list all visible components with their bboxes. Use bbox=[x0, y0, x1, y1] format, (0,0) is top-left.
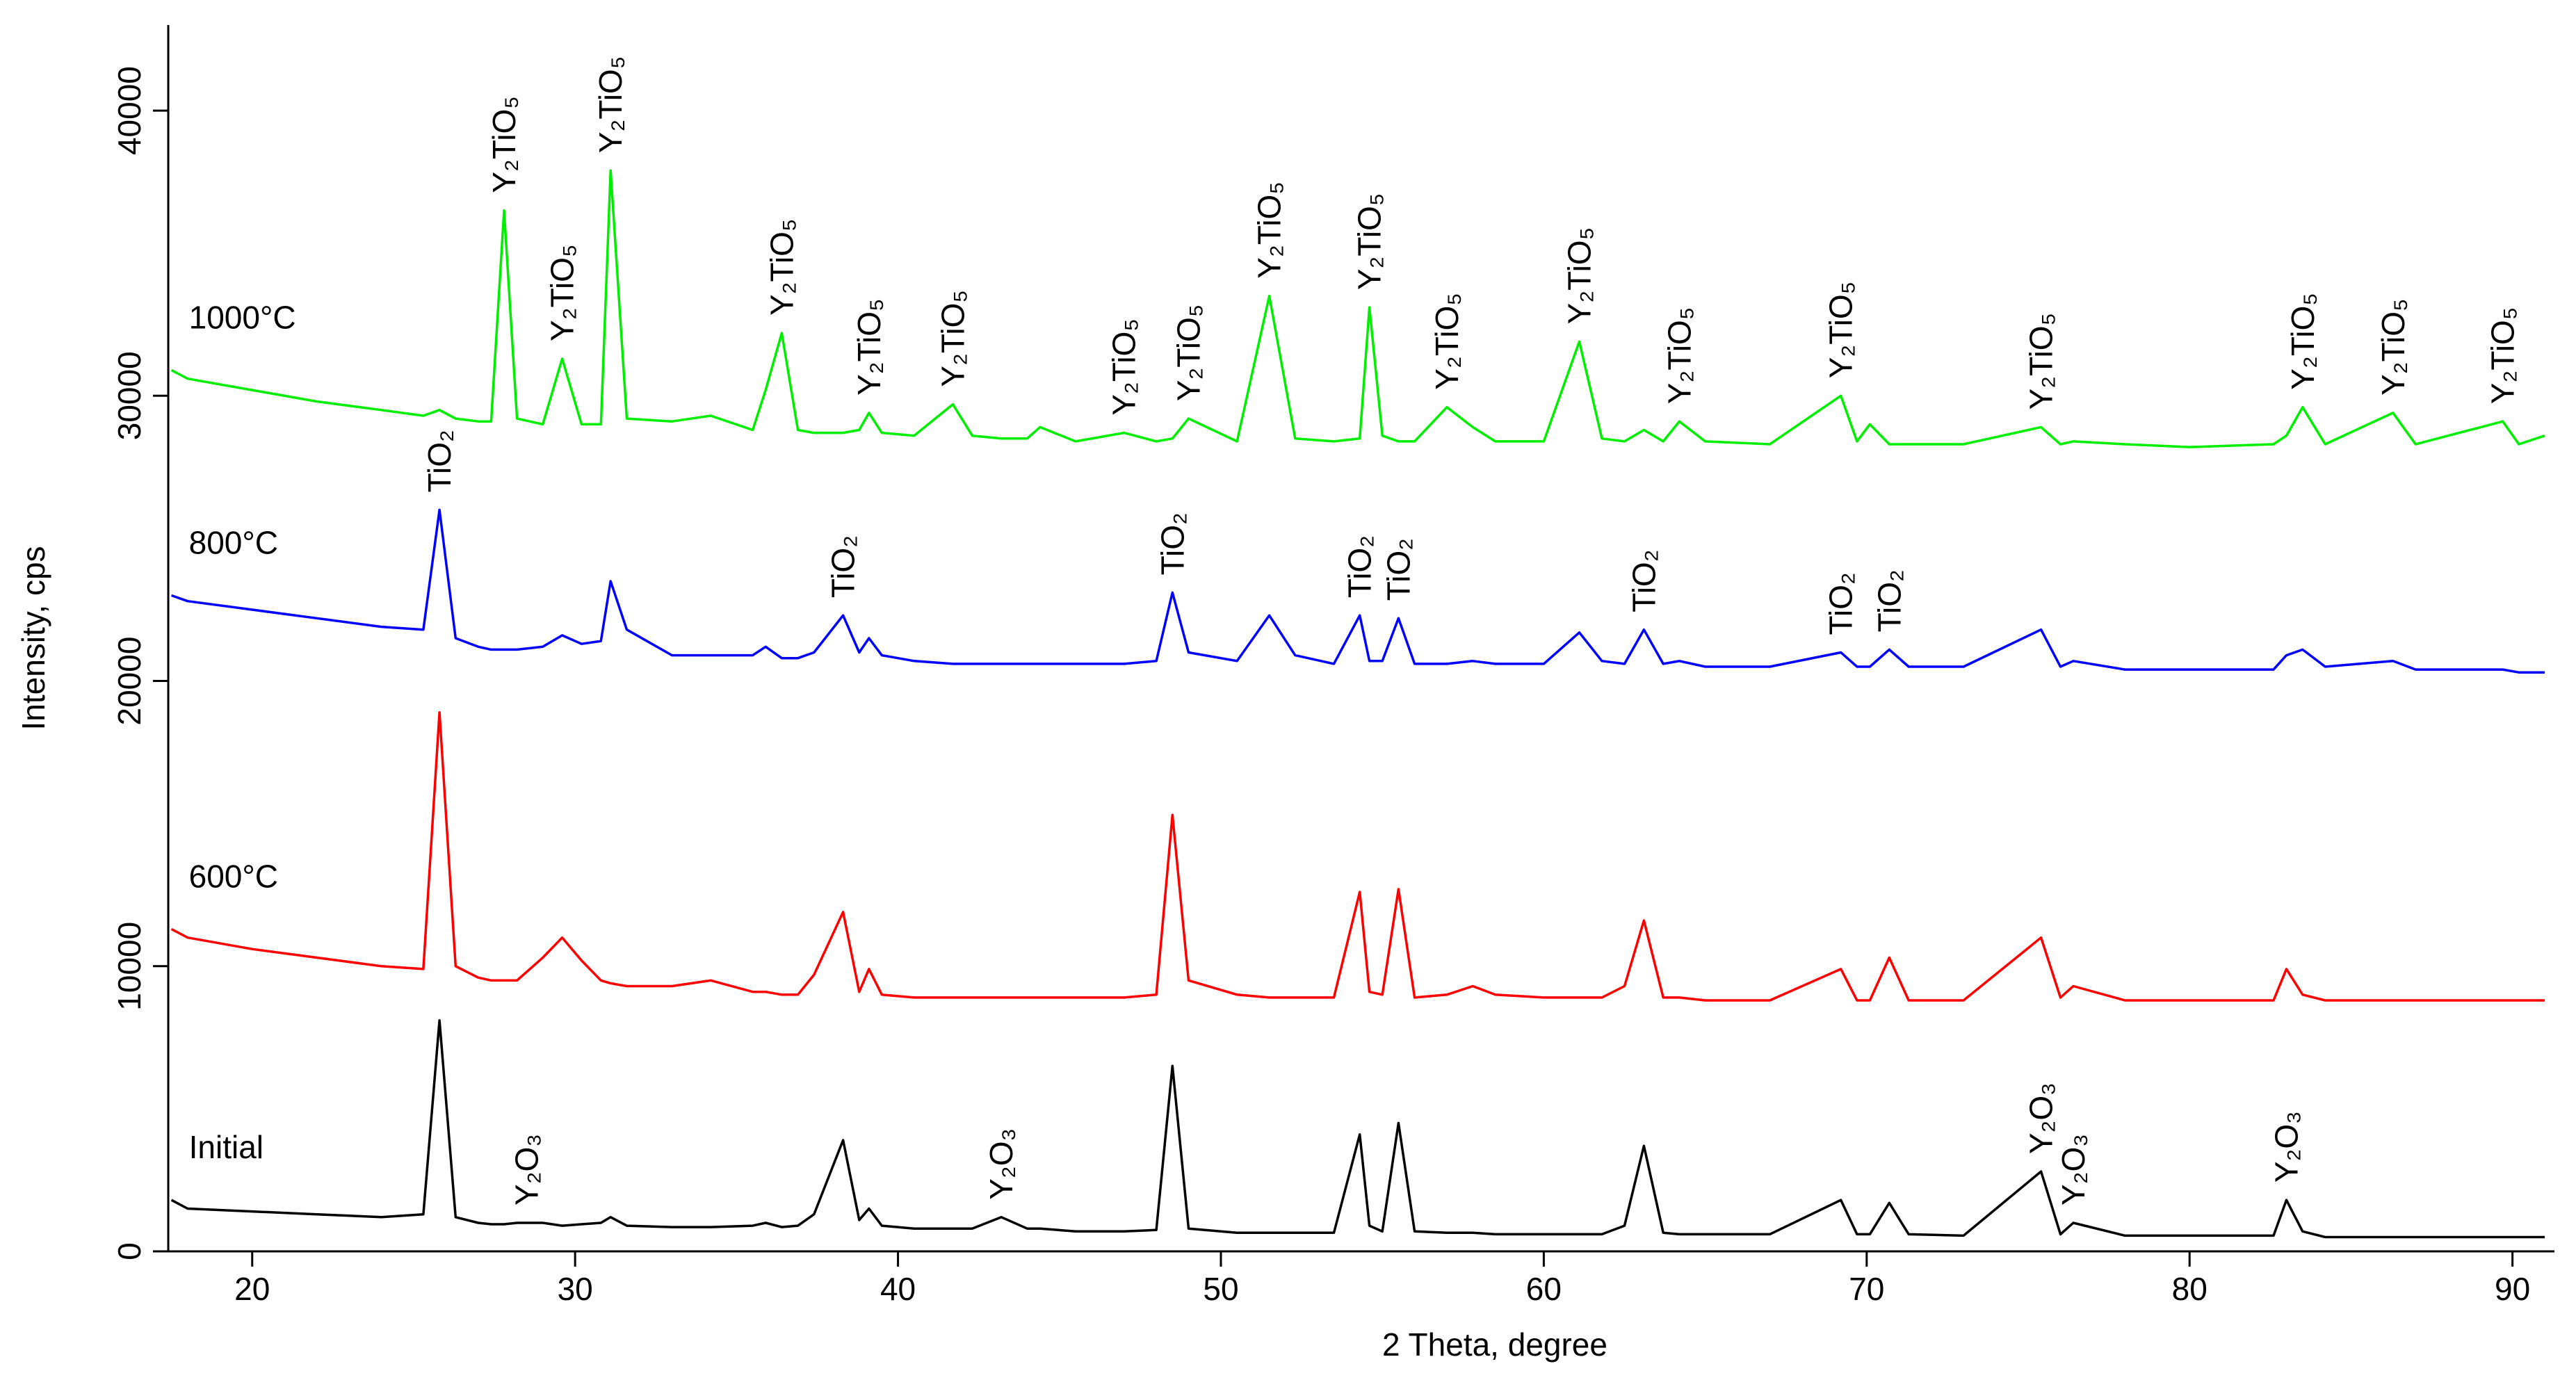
x-tick-label: 30 bbox=[558, 1271, 593, 1307]
peak-annotation: Y₂TiO₅ bbox=[935, 290, 971, 387]
peak-annotation: Y₂O₃ bbox=[2023, 1082, 2059, 1154]
peak-annotation: TiO₂ bbox=[825, 535, 861, 598]
peak-annotation: Y₂TiO₅ bbox=[763, 219, 800, 316]
series-line bbox=[171, 508, 2545, 674]
series-line bbox=[170, 1018, 2545, 1239]
x-tick-label: 20 bbox=[234, 1271, 270, 1307]
peak-annotation: Y₂O₃ bbox=[983, 1128, 1019, 1200]
y-tick-label: 40000 bbox=[111, 66, 147, 155]
y-tick-label: 20000 bbox=[111, 637, 147, 726]
peak-annotation: Y₂TiO₅ bbox=[1823, 282, 1859, 378]
peak-annotation: Y₂TiO₅ bbox=[1251, 181, 1288, 278]
peak-annotation: Y₂TiO₅ bbox=[2375, 298, 2411, 395]
y-tick-label: 0 bbox=[111, 1242, 147, 1260]
series-line bbox=[170, 710, 2545, 1002]
series-line bbox=[170, 169, 2545, 448]
peak-annotation: Y₂TiO₅ bbox=[2285, 293, 2321, 389]
y-tick-label: 10000 bbox=[111, 922, 147, 1011]
peak-annotation: Y₂O₃ bbox=[2055, 1134, 2091, 1205]
peak-annotation: Y₂TiO₅ bbox=[592, 56, 629, 153]
peak-annotation: TiO₂ bbox=[1342, 535, 1378, 598]
x-tick-label: 80 bbox=[2172, 1271, 2208, 1307]
peak-annotation: Y₂TiO₅ bbox=[2023, 313, 2059, 409]
peak-annotation: Y₂TiO₅ bbox=[1352, 193, 1388, 290]
x-tick-label: 50 bbox=[1203, 1271, 1238, 1307]
x-axis-title: 2 Theta, degree bbox=[1382, 1326, 1607, 1363]
peak-annotation: TiO₂ bbox=[1823, 572, 1859, 635]
peak-annotation: Y₂TiO₅ bbox=[1429, 293, 1465, 389]
peak-annotation: TiO₂ bbox=[1871, 569, 1907, 632]
peak-annotation: Y₂TiO₅ bbox=[1561, 227, 1597, 324]
x-tick-label: 70 bbox=[1849, 1271, 1884, 1307]
x-tick-label: 60 bbox=[1526, 1271, 1562, 1307]
peak-annotation: Y₂TiO₅ bbox=[851, 298, 887, 395]
y-tick-label: 30000 bbox=[111, 351, 147, 440]
peak-annotation: TiO₂ bbox=[1626, 549, 1662, 612]
peak-annotation: Y₂TiO₅ bbox=[544, 245, 581, 341]
peak-annotation: Y₂TiO₅ bbox=[1661, 307, 1697, 404]
peak-annotation: TiO₂ bbox=[421, 430, 457, 492]
x-tick-label: 40 bbox=[880, 1271, 916, 1307]
peak-annotation: Y₂TiO₅ bbox=[1106, 318, 1142, 415]
peak-annotation: Y₂TiO₅ bbox=[486, 96, 522, 193]
peak-annotation: TiO₂ bbox=[1380, 538, 1416, 601]
series-label: 600°C bbox=[189, 858, 278, 894]
peak-annotation: TiO₂ bbox=[1154, 512, 1190, 575]
series-label: Initial bbox=[189, 1129, 264, 1165]
peak-annotation: Y₂O₃ bbox=[508, 1134, 544, 1205]
x-tick-label: 90 bbox=[2495, 1271, 2530, 1307]
peak-annotation: Y₂O₃ bbox=[2269, 1111, 2305, 1183]
peak-annotation: Y₂TiO₅ bbox=[1171, 304, 1207, 401]
series-label: 1000°C bbox=[189, 299, 296, 335]
series-label: 800°C bbox=[189, 524, 278, 560]
peak-annotation: Y₂TiO₅ bbox=[2485, 307, 2521, 404]
y-axis-title: Intensity, cps bbox=[15, 546, 51, 730]
